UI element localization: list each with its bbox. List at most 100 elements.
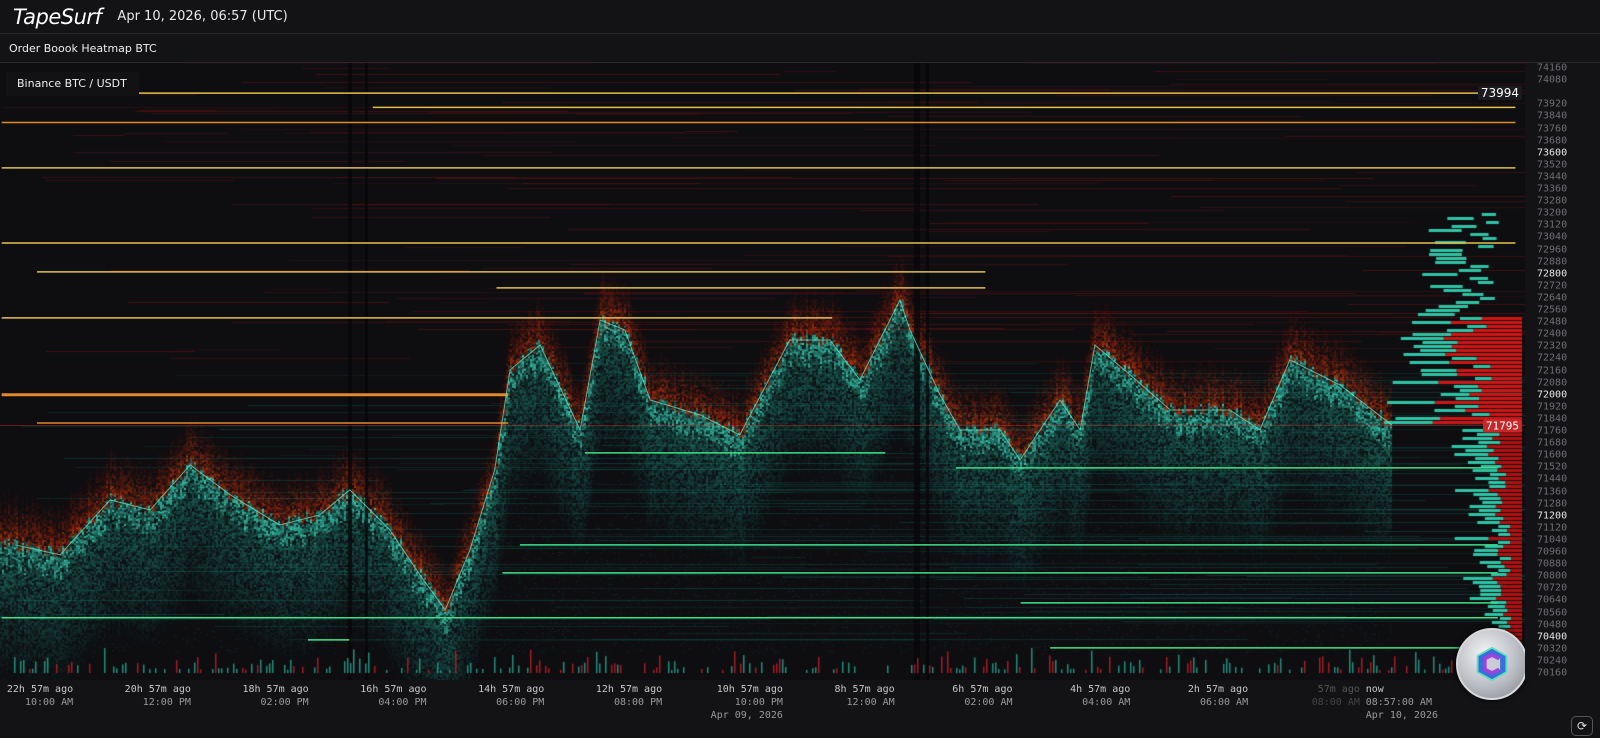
clock-time-label: 02:00 AM (964, 697, 1013, 708)
price-tick-label: 73920 (1537, 98, 1568, 110)
app-logo[interactable]: TapeSurf (13, 4, 102, 29)
clock-time-label: 10:00 PM (734, 697, 783, 708)
price-tick-label: 74160 (1537, 62, 1568, 74)
time-ago-label: 20h 57m ago (124, 684, 191, 695)
time-ago-label: 4h 57m ago (1070, 684, 1131, 695)
price-tick-label: 72160 (1537, 365, 1568, 376)
price-tick-label: 73280 (1537, 195, 1568, 207)
price-tick-label: 73360 (1537, 183, 1568, 195)
price-tick-label: 72400 (1537, 328, 1568, 340)
price-tick-label: 71360 (1537, 486, 1568, 497)
price-tick-label: 71760 (1537, 425, 1568, 437)
price-tick-label: 70400 (1537, 631, 1568, 643)
last-price-badge: 71795 (1482, 419, 1522, 433)
refresh-icon: ⟳ (1576, 719, 1588, 733)
price-tick-label: 70240 (1537, 655, 1568, 667)
price-tick-label: 71040 (1537, 534, 1568, 546)
time-tick-label: 14h 57m ago 06:00 PM (478, 683, 544, 709)
clock-time-label: 06:00 AM (1199, 697, 1249, 708)
price-tick-label: 73440 (1537, 171, 1568, 183)
time-tick-label: 4h 57m ago 04:00 AM (1070, 683, 1130, 709)
market-legend: Binance BTC / USDT (6, 72, 139, 96)
clock-time-label: 04:00 PM (378, 697, 427, 708)
price-tick-label: 70480 (1537, 619, 1568, 631)
clock-time-label: 12:00 AM (846, 697, 895, 708)
price-tick-label: 74080 (1537, 74, 1568, 86)
price-tick-label: 73760 (1537, 123, 1568, 134)
price-tick-label: 73680 (1537, 135, 1568, 147)
price-tick-label: 71520 (1537, 461, 1568, 473)
price-tick-label: 70720 (1537, 582, 1568, 594)
time-tick-label: 8h 57m ago 12:00 AM (834, 683, 894, 709)
price-tick-label: 71680 (1537, 437, 1568, 449)
time-ago-label: 6h 57m ago (952, 684, 1013, 695)
time-tick-label: 22h 57m ago 10:00 AM (7, 683, 73, 709)
price-tick-label: 73520 (1537, 159, 1568, 171)
clock-time-label: 04:00 AM (1082, 697, 1131, 708)
price-tick-label: 70320 (1537, 643, 1568, 655)
time-ago-label: 22h 57m ago (6, 684, 74, 695)
price-tick-label: 72000 (1537, 389, 1568, 401)
time-ago-label: 16h 57m ago (360, 684, 427, 695)
clock-time-label: 12:00 PM (142, 697, 191, 708)
price-tick-label: 70960 (1537, 546, 1568, 558)
reset-view-button[interactable]: ⟳ (1571, 716, 1593, 736)
price-tick-label: 73600 (1537, 147, 1568, 159)
time-ago-label: 10h 57m ago (716, 684, 783, 695)
time-ago-label: 2h 57m ago (1187, 684, 1249, 695)
price-tick-label: 70880 (1537, 558, 1568, 570)
price-tick-label: 73040 (1537, 231, 1568, 243)
date-label: Apr 09, 2026 (710, 710, 783, 721)
time-ago-label: 14h 57m ago (478, 684, 545, 695)
clock-time-label: 08:57:00 AM (1365, 697, 1432, 708)
price-axis[interactable]: 74160 74080 73920 73840 73760 73680 73600 73520… (1477, 62, 1600, 680)
price-tick-label: 71440 (1537, 473, 1568, 485)
price-tick-label: 72240 (1537, 352, 1568, 364)
time-tick-label: now 08:57:00 AM Apr 10, 2026 (1366, 683, 1438, 722)
heatmap-overlay (0, 92, 1525, 649)
price-tick-label: 70800 (1537, 570, 1568, 582)
time-tick-label: 57m ago 08:00 AM (1312, 683, 1360, 709)
price-tick-label: 72800 (1537, 268, 1568, 280)
price-tick-label: 72720 (1537, 280, 1568, 292)
time-tick-label: 6h 57m ago 02:00 AM (952, 683, 1012, 709)
price-tick-label: 71920 (1537, 401, 1568, 413)
current-datetime: Apr 10, 2026, 06:57 (UTC) (117, 9, 288, 24)
price-tick-label: 73120 (1537, 219, 1568, 231)
price-tick-label: 72560 (1537, 304, 1568, 316)
time-axis[interactable]: 22h 57m ago 10:00 AM 20h 57m ago 12:00 PM 18… (0, 680, 1525, 738)
time-tick-label: 10h 57m ago 10:00 PM Apr 09, 2026 (711, 683, 783, 722)
price-tick-label: 72640 (1537, 292, 1568, 304)
clock-time-label: 06:00 PM (496, 697, 545, 708)
page-title: Order Boook Heatmap BTC (0, 34, 1600, 63)
price-tick-label: 72880 (1537, 256, 1568, 268)
price-tick-label: 70560 (1537, 607, 1568, 618)
price-tick-label: 72480 (1537, 316, 1568, 328)
time-ago-label: 12h 57m ago (595, 684, 663, 695)
price-tick-label: 71200 (1537, 510, 1568, 522)
clock-time-label: 10:00 AM (24, 697, 74, 708)
clock-time-label: 08:00 AM (1311, 697, 1360, 708)
orderbook-heatmap (0, 63, 1525, 680)
price-tick-label: 71600 (1537, 449, 1568, 461)
time-ago-label: 57m ago (1317, 684, 1360, 695)
current-level-badge: 73994 (1477, 86, 1522, 101)
price-tick-label: 72960 (1537, 244, 1568, 255)
mid-price-line (15, 298, 1393, 611)
date-label: Apr 10, 2026 (1365, 710, 1438, 721)
clock-time-label: 02:00 PM (260, 697, 309, 708)
price-tick-label: 71280 (1537, 498, 1568, 510)
time-ago-label: 8h 57m ago (834, 684, 895, 695)
time-tick-label: 12h 57m ago 08:00 PM (596, 683, 662, 709)
price-tick-label: 70640 (1537, 594, 1568, 606)
coin-logo-icon (1456, 628, 1528, 700)
heatmap-plot[interactable] (0, 63, 1525, 680)
price-tick-label: 73840 (1537, 110, 1568, 122)
time-tick-label: 20h 57m ago 12:00 PM (125, 683, 191, 709)
price-tick-label: 73200 (1537, 207, 1568, 219)
time-tick-label: 2h 57m ago 06:00 AM (1188, 683, 1248, 709)
time-ago-label: 18h 57m ago (242, 684, 309, 695)
time-tick-label: 18h 57m ago 02:00 PM (242, 683, 308, 709)
price-tick-label: 71840 (1537, 413, 1568, 425)
price-tick-label: 72080 (1537, 377, 1568, 389)
